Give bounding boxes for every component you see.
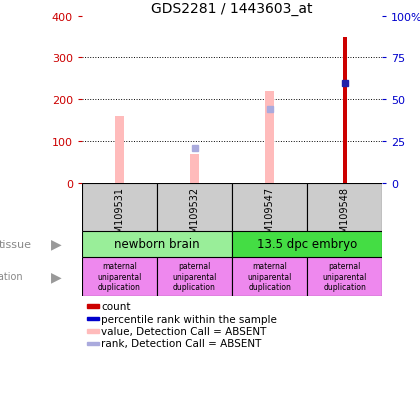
- Bar: [87, 342, 99, 345]
- Bar: [190, 154, 199, 184]
- Bar: [232, 231, 382, 257]
- Title: GDS2281 / 1443603_at: GDS2281 / 1443603_at: [151, 2, 313, 16]
- Text: paternal
uniparental
duplication: paternal uniparental duplication: [323, 262, 367, 291]
- Text: GSM109532: GSM109532: [189, 186, 200, 245]
- Bar: [87, 317, 99, 320]
- Text: percentile rank within the sample: percentile rank within the sample: [101, 314, 277, 324]
- Bar: [157, 257, 232, 296]
- Text: genotype/variation: genotype/variation: [0, 271, 23, 282]
- Bar: [87, 330, 99, 333]
- Bar: [265, 92, 274, 184]
- Text: count: count: [101, 301, 131, 311]
- Bar: [232, 257, 307, 296]
- Bar: [343, 38, 346, 184]
- Bar: [82, 184, 157, 231]
- Text: paternal
uniparental
duplication: paternal uniparental duplication: [172, 262, 217, 291]
- Bar: [307, 257, 382, 296]
- Bar: [232, 184, 307, 231]
- Text: maternal
uniparental
duplication: maternal uniparental duplication: [97, 262, 142, 291]
- Bar: [87, 305, 99, 308]
- Text: 13.5 dpc embryo: 13.5 dpc embryo: [257, 237, 357, 251]
- Text: value, Detection Call = ABSENT: value, Detection Call = ABSENT: [101, 326, 266, 336]
- Bar: [82, 231, 232, 257]
- Bar: [307, 184, 382, 231]
- Bar: [157, 184, 232, 231]
- Text: tissue: tissue: [0, 239, 32, 249]
- Text: GSM109548: GSM109548: [340, 186, 350, 245]
- Text: newborn brain: newborn brain: [114, 237, 200, 251]
- Text: GSM109531: GSM109531: [114, 186, 124, 245]
- Text: GSM109547: GSM109547: [265, 186, 275, 245]
- Text: ▶: ▶: [51, 270, 62, 283]
- Text: maternal
uniparental
duplication: maternal uniparental duplication: [247, 262, 292, 291]
- Bar: [82, 257, 157, 296]
- Text: ▶: ▶: [51, 237, 62, 251]
- Bar: [115, 117, 124, 184]
- Text: rank, Detection Call = ABSENT: rank, Detection Call = ABSENT: [101, 339, 261, 349]
